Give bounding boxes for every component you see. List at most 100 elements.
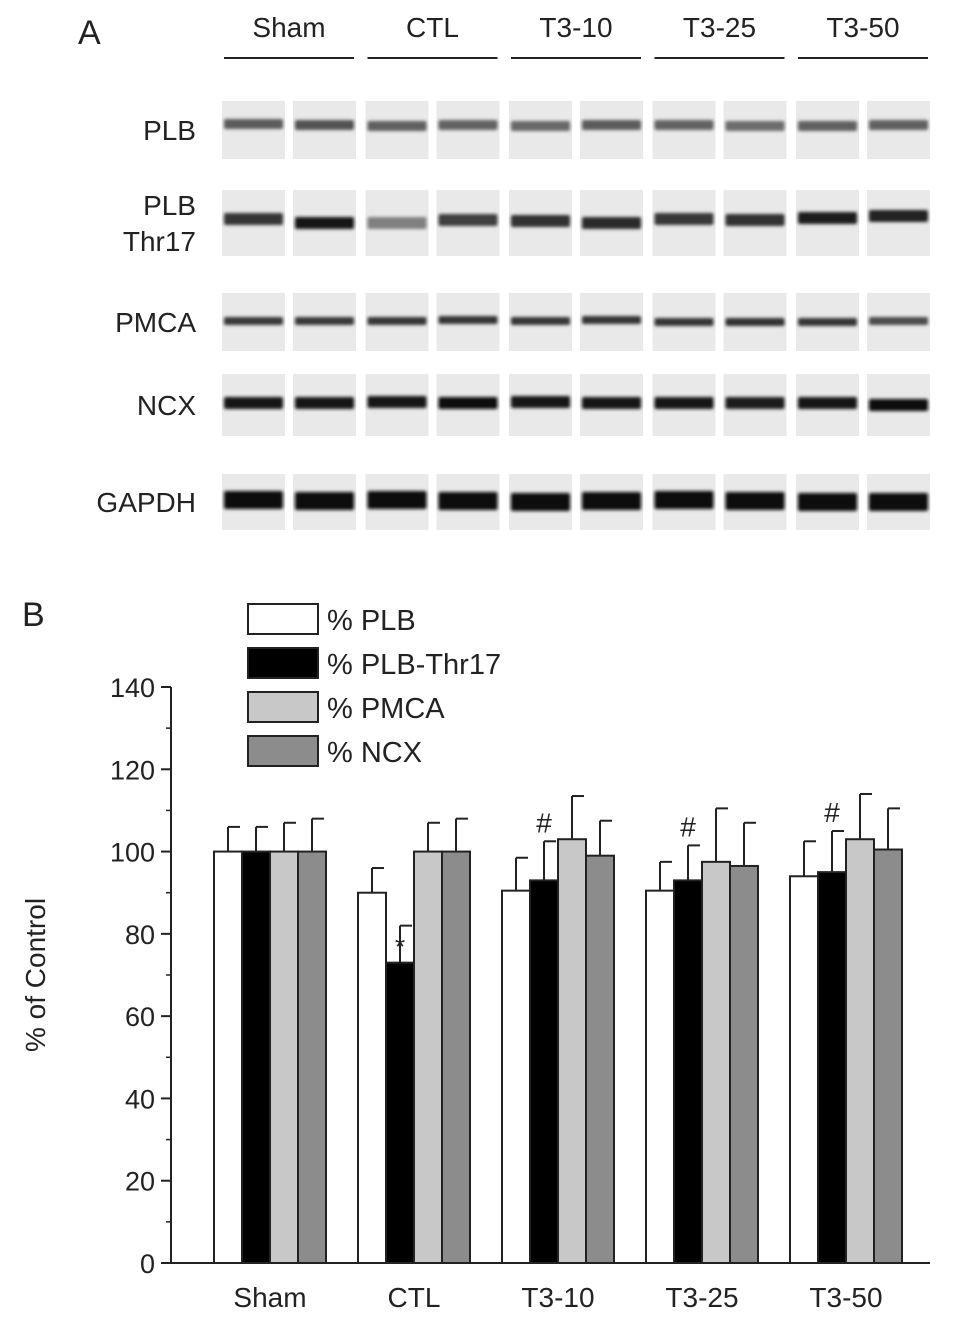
- significance-marker-ctl: *: [395, 932, 405, 962]
- legend-swatch-plb: [247, 603, 319, 635]
- blot-band: [367, 396, 427, 408]
- blot-band: [511, 215, 570, 227]
- blot-band: [438, 397, 498, 409]
- legend-label-pmca: % PMCA: [327, 693, 445, 725]
- blot-row-plb-thr17: PLB Thr17: [123, 190, 930, 257]
- blot-row-label: GAPDH: [96, 487, 196, 518]
- x-axis: Sham CTL T3-10 T3-25 T3-50: [171, 1262, 930, 1313]
- blot-band: [438, 214, 498, 226]
- x-tick-label-sham: Sham: [233, 1282, 306, 1313]
- blot-band: [511, 396, 570, 408]
- blot-row-pmca: PMCA: [115, 293, 930, 351]
- blot-row-gapdh: GAPDH: [96, 474, 930, 530]
- blot-group-headers: Sham CTL T3-10 T3-25 T3-50: [224, 12, 928, 59]
- x-tick-label-t3-25: T3-25: [665, 1282, 738, 1313]
- blot-band: [582, 397, 641, 409]
- blot-lane: [222, 101, 285, 159]
- chart-legend: % PLB % PLB-Thr17 % PMCA % NCX: [247, 603, 501, 769]
- blot-row-label: Thr17: [123, 226, 196, 257]
- blot-band: [798, 121, 857, 131]
- blot-group-label-ctl: CTL: [406, 12, 459, 43]
- blot-band: [654, 397, 714, 409]
- blot-lane: [867, 190, 930, 256]
- y-tick-label: 20: [125, 1167, 155, 1197]
- blot-row-label: PLB: [143, 190, 196, 221]
- blot-band: [295, 492, 354, 510]
- bar-ncx-t3-50: [873, 848, 903, 1264]
- y-tick-label: 60: [125, 1002, 155, 1032]
- bar-pmca-t3-10: [557, 838, 587, 1264]
- blot-band: [367, 317, 427, 325]
- blot-row-ncx: NCX: [137, 374, 930, 436]
- blot-row-label: PLB: [143, 115, 196, 146]
- bar-ncx-ctl: [441, 850, 471, 1264]
- blot-band: [295, 397, 354, 409]
- bar-plb-sham: [213, 850, 243, 1264]
- x-tick-label-t3-50: T3-50: [809, 1282, 882, 1313]
- legend-swatch-ncx: [247, 735, 319, 767]
- y-tick-label: 120: [110, 755, 155, 785]
- blot-band: [438, 492, 498, 510]
- bar-plb-thr17-t3-50: [817, 871, 847, 1264]
- panel-b-bar-chart: B % PLB % PLB-Thr17 % PMCA % NCX 0 20 40 60 80 1…: [20, 596, 930, 1313]
- bar-pmca-ctl: [413, 850, 443, 1264]
- blot-band: [511, 493, 570, 511]
- bar-pmca-sham: [269, 850, 299, 1264]
- y-tick-label: 0: [140, 1249, 155, 1279]
- blot-band: [224, 397, 283, 409]
- blot-band: [295, 217, 354, 229]
- y-tick-label: 100: [110, 838, 155, 868]
- significance-marker-t3-10: #: [536, 807, 552, 838]
- bar-ncx-t3-10: [585, 854, 615, 1264]
- legend-swatch-pmca: [247, 691, 319, 723]
- blot-band: [869, 399, 928, 411]
- blot-group-label-t3-25: T3-25: [683, 12, 756, 43]
- blot-band: [295, 120, 354, 130]
- bars: * # # #: [213, 792, 903, 1264]
- bar-pmca-t3-25: [701, 860, 731, 1264]
- blot-band: [367, 121, 427, 131]
- blot-band: [224, 119, 283, 129]
- blot-band: [725, 318, 785, 326]
- blot-row-label: PMCA: [115, 307, 196, 338]
- blot-band: [224, 491, 283, 509]
- bar-plb-t3-50: [789, 875, 819, 1264]
- blot-band: [725, 121, 785, 131]
- blot-band: [224, 317, 283, 325]
- blot-band: [295, 317, 354, 325]
- legend-label-ncx: % NCX: [327, 737, 422, 769]
- y-tick-label: 140: [110, 673, 155, 703]
- legend-swatch-plb-thr17: [247, 647, 319, 679]
- blot-band: [438, 316, 498, 324]
- blot-band: [367, 491, 427, 509]
- blot-band: [869, 317, 928, 325]
- y-tick-label: 80: [125, 920, 155, 950]
- bar-plb-thr17-t3-10: [529, 879, 559, 1264]
- bar-plb-thr17-sham: [241, 850, 271, 1264]
- blot-band: [798, 397, 857, 409]
- bar-pmca-t3-50: [845, 838, 875, 1264]
- blot-band: [869, 120, 928, 130]
- blot-band: [438, 120, 498, 130]
- blot-band: [654, 491, 714, 509]
- panel-a-western-blot: A Sham CTL T3-10 T3-25 T3-50 PLB PLB Thr17 PMCA…: [78, 12, 930, 530]
- blot-row-label: NCX: [137, 390, 196, 421]
- blot-band: [654, 120, 714, 130]
- bar-plb-ctl: [357, 891, 387, 1264]
- panel-a-label: A: [78, 14, 101, 52]
- blot-band: [869, 210, 928, 222]
- blot-band: [798, 212, 857, 224]
- bar-plb-t3-25: [645, 889, 675, 1264]
- blot-band: [582, 492, 641, 510]
- bar-plb-thr17-ctl: [385, 961, 415, 1264]
- blot-band: [725, 397, 785, 409]
- legend-label-plb-thr17: % PLB-Thr17: [327, 649, 501, 681]
- blot-row-plb: PLB: [143, 101, 930, 159]
- blot-band: [582, 316, 641, 324]
- blot-band: [654, 318, 714, 326]
- blot-band: [869, 493, 928, 511]
- bar-plb-t3-10: [501, 889, 531, 1264]
- blot-band: [798, 318, 857, 326]
- blot-band: [224, 213, 283, 225]
- blot-rows: PLB PLB Thr17 PMCA NCX GAPDH: [96, 101, 930, 530]
